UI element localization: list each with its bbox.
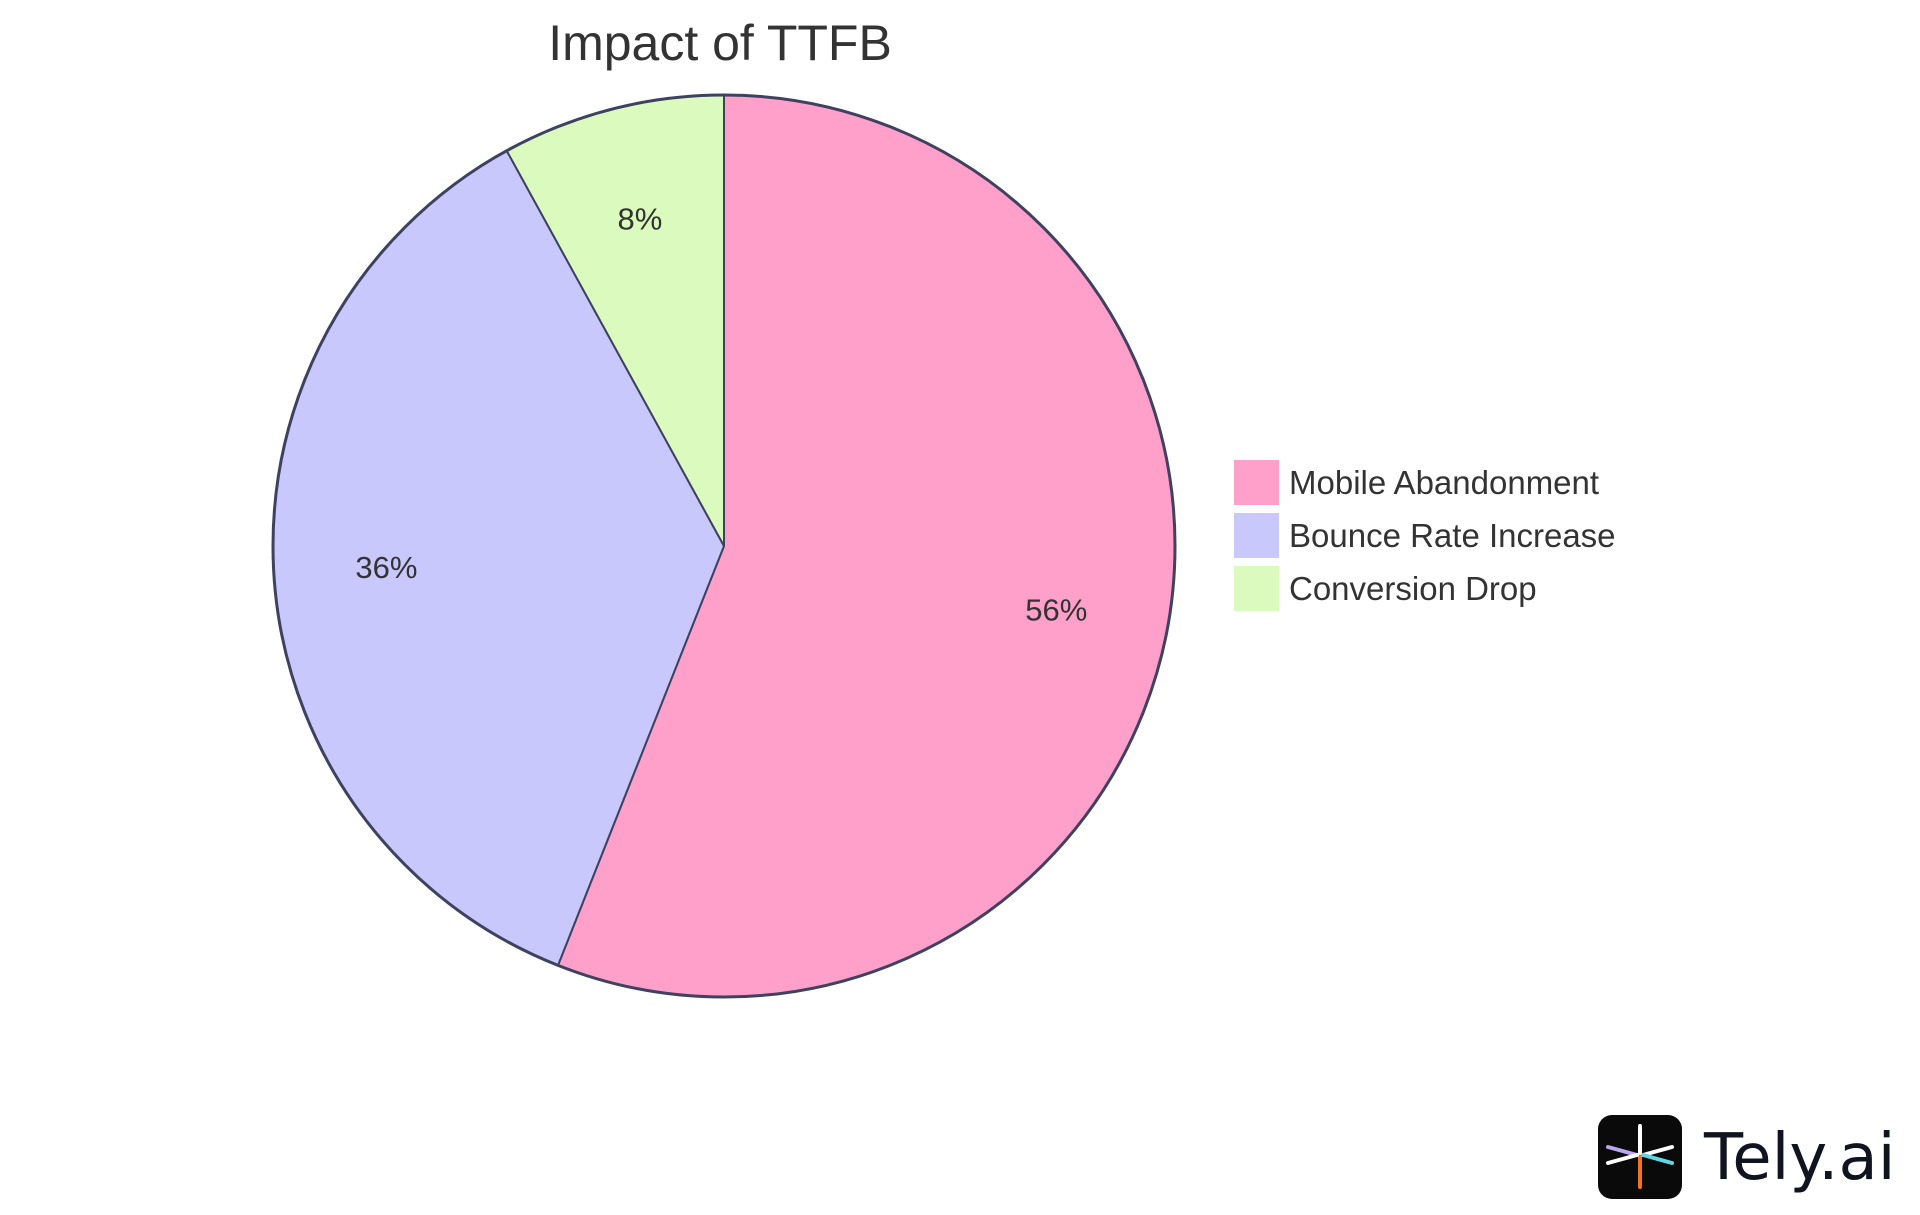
brand-name: Tely.ai [1703,1121,1895,1195]
slice-percent-label: 8% [617,201,662,236]
legend-label: Bounce Rate Increase [1289,517,1616,554]
chart-title: Impact of TTFB [548,15,892,71]
pie-slices [271,93,1177,999]
legend: Mobile Abandonment Bounce Rate Increase … [1234,460,1616,611]
legend-item-conversion-drop: Conversion Drop [1234,566,1537,611]
slice-percent-label: 36% [355,550,417,585]
legend-item-bounce-rate-increase: Bounce Rate Increase [1234,513,1616,558]
tely-asterisk-logo-icon [1598,1115,1682,1199]
pie-outline [271,93,1177,999]
pie-slice-labels: 56% 36% 8% [355,201,1087,627]
legend-item-mobile-abandonment: Mobile Abandonment [1234,460,1599,505]
legend-swatch [1234,566,1279,611]
legend-swatch [1234,460,1279,505]
slice-percent-label: 56% [1025,592,1087,627]
legend-label: Conversion Drop [1289,570,1537,607]
legend-label: Mobile Abandonment [1289,464,1599,501]
brand-logo: Tely.ai [1598,1115,1895,1199]
legend-swatch [1234,513,1279,558]
